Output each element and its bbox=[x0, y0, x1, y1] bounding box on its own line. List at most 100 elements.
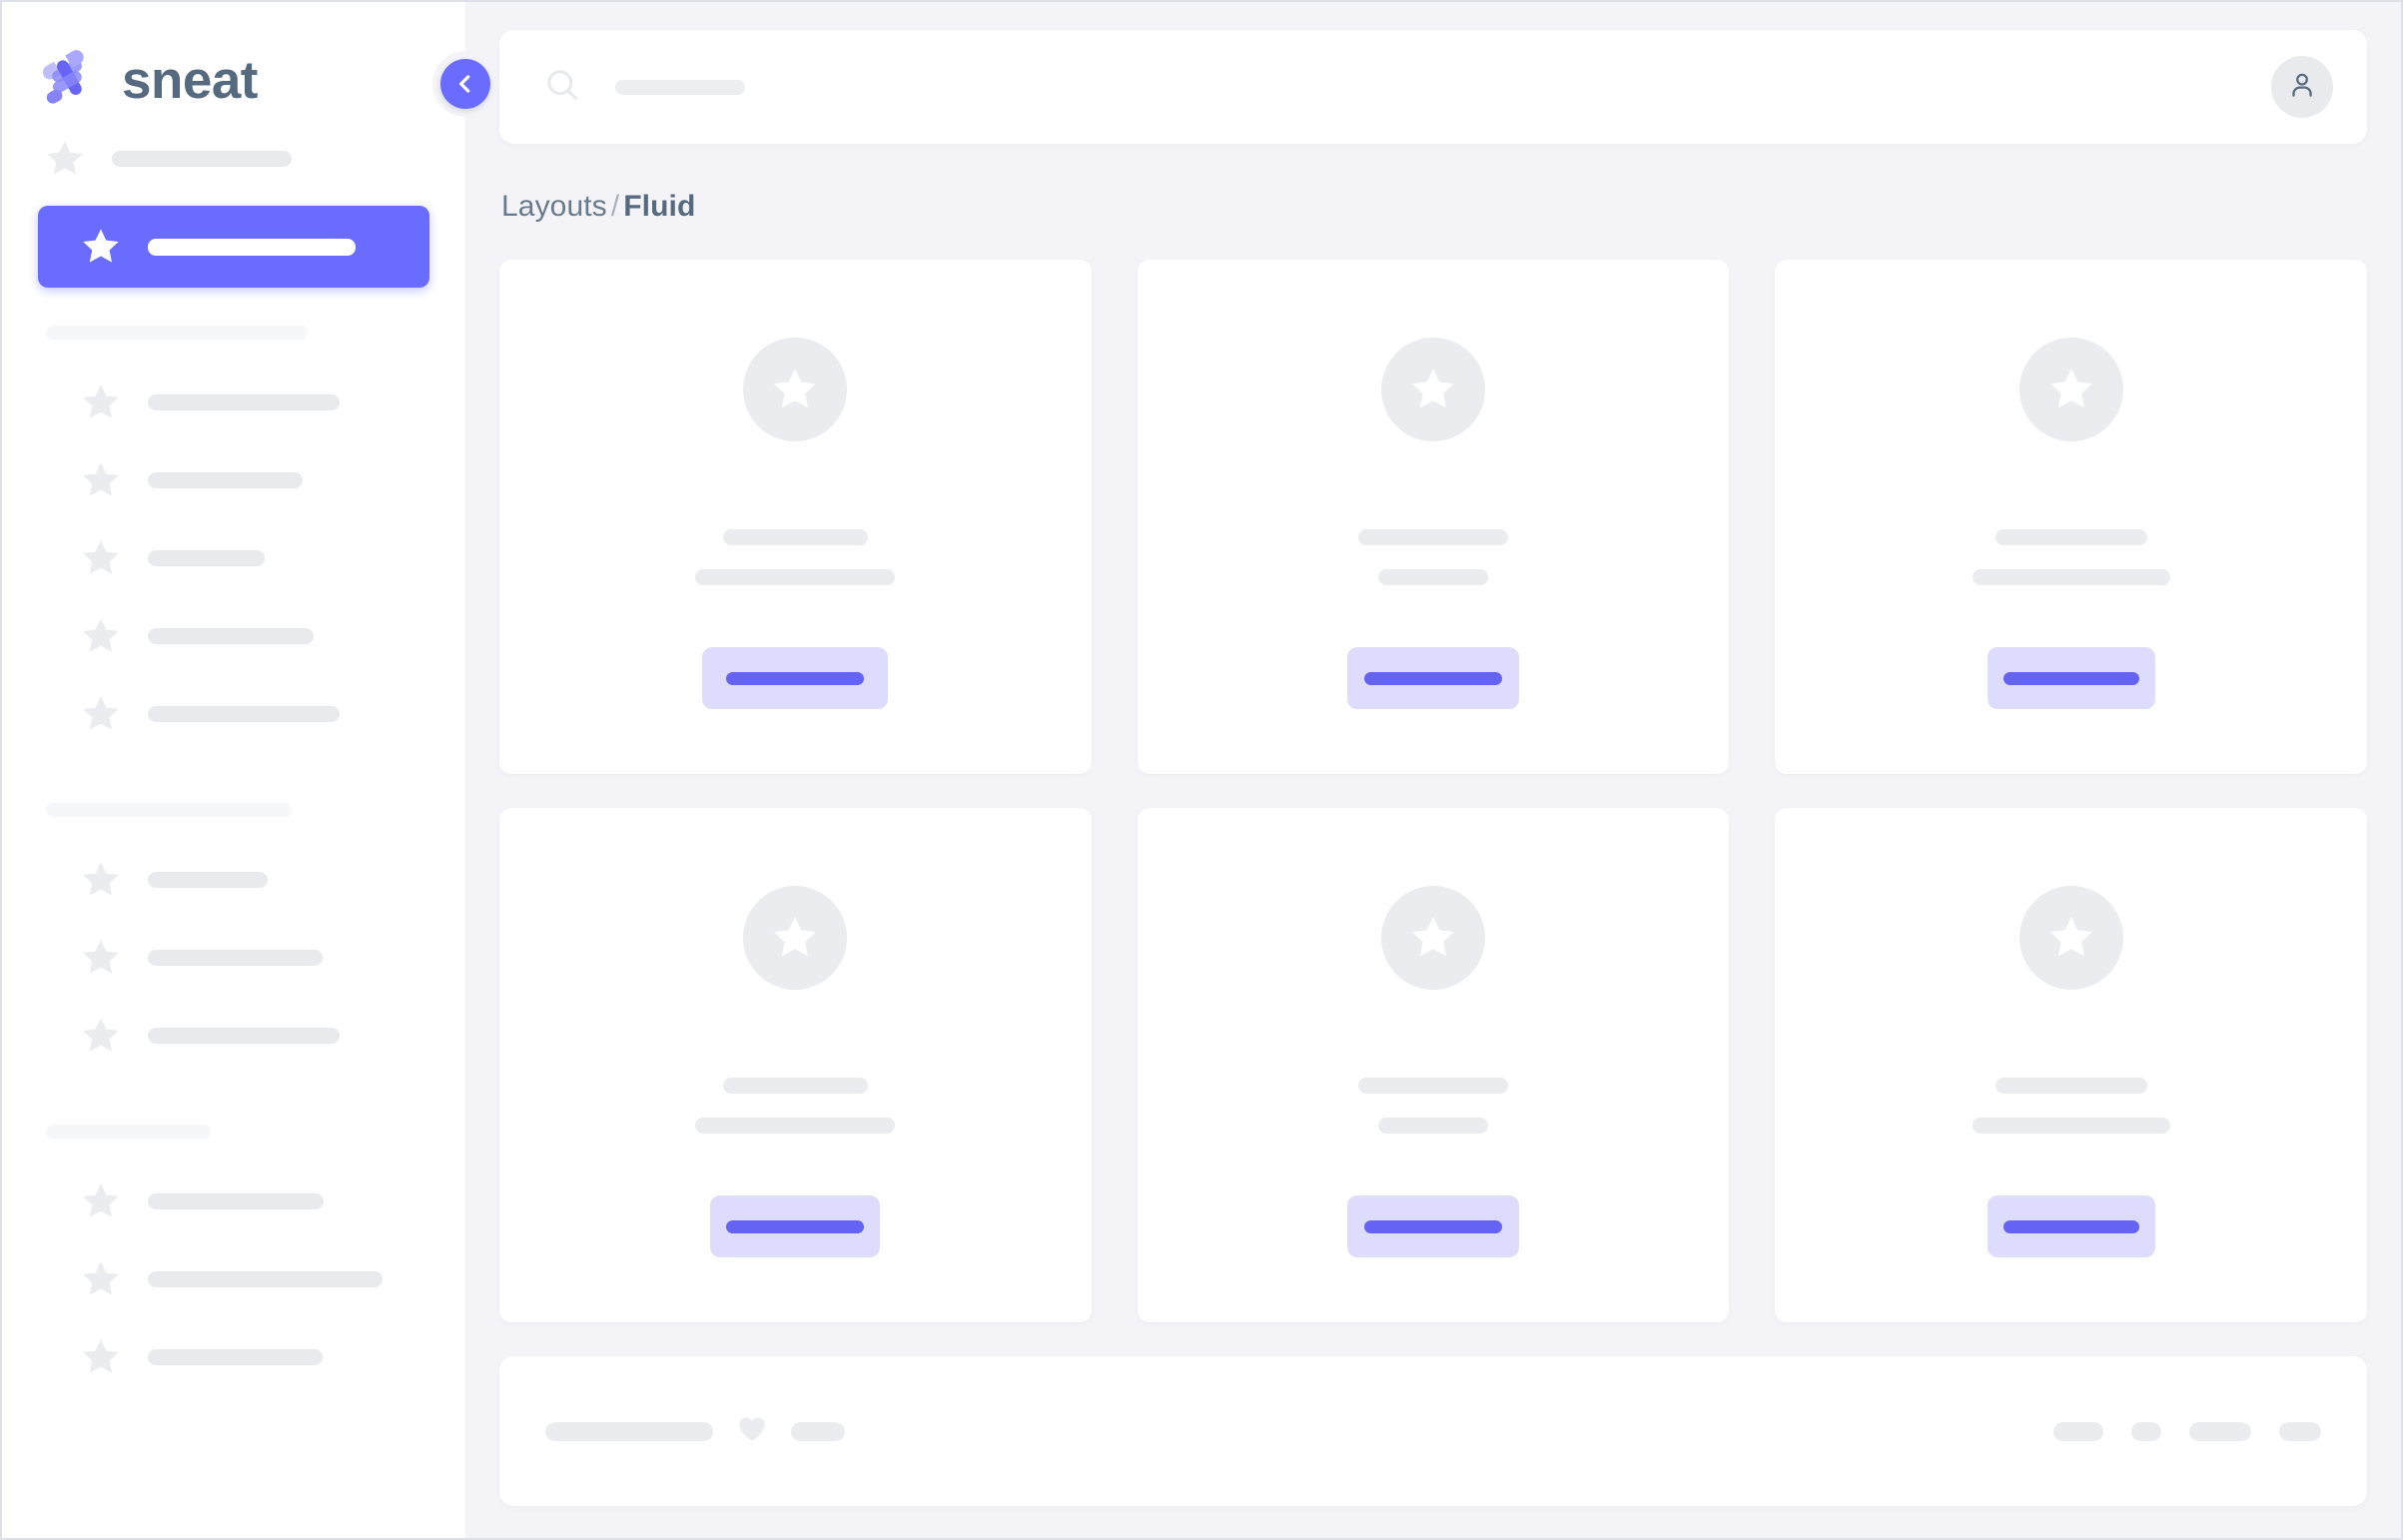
card-action-button[interactable] bbox=[1346, 1195, 1519, 1257]
star-icon bbox=[78, 536, 124, 580]
sidebar-item-label-skeleton bbox=[148, 238, 356, 256]
breadcrumb-current: Fluid bbox=[623, 190, 696, 223]
star-icon bbox=[78, 858, 124, 902]
footer-links-group bbox=[2053, 1421, 2321, 1441]
sidebar-item-label-skeleton bbox=[148, 872, 268, 888]
sidebar-item-9[interactable] bbox=[38, 997, 429, 1075]
sidebar-item-7[interactable] bbox=[38, 841, 429, 919]
user-icon bbox=[2286, 69, 2318, 106]
footer-link-skeleton-0[interactable] bbox=[2053, 1421, 2103, 1441]
card-5[interactable] bbox=[1775, 808, 2367, 1322]
sidebar-item-label-skeleton bbox=[148, 628, 314, 644]
sidebar-item-8[interactable] bbox=[38, 919, 429, 997]
top-navbar bbox=[499, 30, 2367, 144]
card-action-button[interactable] bbox=[702, 647, 889, 709]
card-avatar-placeholder bbox=[1380, 338, 1485, 441]
sidebar-item-label-skeleton bbox=[148, 1349, 323, 1365]
card-3[interactable] bbox=[499, 808, 1092, 1322]
card-1[interactable] bbox=[1137, 260, 1730, 774]
footer-left-group bbox=[545, 1415, 845, 1448]
card-action-button[interactable] bbox=[1987, 647, 2155, 709]
card-subtitle-skeleton bbox=[1377, 1118, 1488, 1134]
sidebar-item-5[interactable] bbox=[38, 597, 429, 675]
sidebar-item-label-skeleton bbox=[148, 706, 340, 722]
footer-link-skeleton-2[interactable] bbox=[2189, 1421, 2251, 1441]
star-icon bbox=[78, 614, 124, 658]
card-subtitle-skeleton bbox=[695, 1118, 896, 1134]
footer-copyright-skeleton bbox=[545, 1421, 713, 1441]
card-subtitle-skeleton bbox=[1972, 569, 2170, 585]
sidebar-item-label-skeleton bbox=[148, 950, 323, 966]
sidebar-item-label-skeleton bbox=[148, 550, 265, 566]
sidebar-item-label-skeleton bbox=[148, 472, 303, 488]
sidebar-item-1-active[interactable] bbox=[38, 206, 429, 288]
card-title-skeleton bbox=[1357, 529, 1508, 545]
card-button-label-skeleton bbox=[726, 671, 865, 685]
footer-link-skeleton-1[interactable] bbox=[2131, 1421, 2161, 1441]
star-icon bbox=[78, 936, 124, 980]
star-icon bbox=[78, 1179, 124, 1223]
sidebar-section-divider-3 bbox=[46, 1125, 211, 1139]
card-button-label-skeleton bbox=[1363, 1219, 1502, 1233]
card-avatar-placeholder bbox=[743, 886, 848, 990]
sidebar: sneat bbox=[2, 2, 498, 1538]
card-button-label-skeleton bbox=[2002, 1219, 2139, 1233]
breadcrumb-parent[interactable]: Layouts bbox=[501, 190, 607, 223]
star-icon bbox=[78, 1014, 124, 1058]
chevron-left-icon bbox=[452, 71, 478, 97]
sidebar-item-label-skeleton bbox=[148, 394, 340, 410]
sidebar-item-10[interactable] bbox=[38, 1162, 429, 1240]
card-title-skeleton bbox=[1995, 529, 2147, 545]
search-input-skeleton[interactable] bbox=[615, 79, 745, 95]
sidebar-item-2[interactable] bbox=[38, 364, 429, 441]
star-icon bbox=[78, 1257, 124, 1301]
card-avatar-placeholder bbox=[2018, 338, 2123, 441]
card-button-label-skeleton bbox=[726, 1219, 865, 1233]
sidebar-item-4[interactable] bbox=[38, 519, 429, 597]
card-subtitle-skeleton bbox=[1377, 569, 1488, 585]
search-container[interactable] bbox=[543, 66, 2271, 109]
card-title-skeleton bbox=[722, 1078, 868, 1094]
card-title-skeleton bbox=[722, 529, 868, 545]
sidebar-collapse-button[interactable] bbox=[440, 59, 490, 109]
sidebar-item-3[interactable] bbox=[38, 441, 429, 519]
card-button-label-skeleton bbox=[1363, 671, 1502, 685]
card-4[interactable] bbox=[1137, 808, 1730, 1322]
sidebar-item-11[interactable] bbox=[38, 1240, 429, 1318]
star-icon bbox=[78, 692, 124, 736]
sidebar-item-label-skeleton bbox=[148, 1193, 324, 1209]
brand-name: sneat bbox=[122, 50, 258, 110]
card-subtitle-skeleton bbox=[695, 569, 896, 585]
card-avatar-placeholder bbox=[2018, 886, 2123, 990]
card-avatar-placeholder bbox=[1380, 886, 1485, 990]
brand-logo[interactable]: sneat bbox=[2, 2, 465, 120]
sidebar-item-label-skeleton bbox=[112, 151, 292, 167]
sidebar-item-0[interactable] bbox=[2, 120, 465, 198]
heart-icon bbox=[737, 1415, 767, 1448]
sidebar-collapse-wrapper bbox=[432, 51, 498, 117]
star-icon bbox=[78, 458, 124, 502]
card-action-button[interactable] bbox=[1987, 1195, 2155, 1257]
avatar[interactable] bbox=[2271, 56, 2333, 118]
card-subtitle-skeleton bbox=[1972, 1118, 2170, 1134]
card-title-skeleton bbox=[1357, 1078, 1508, 1094]
search-icon[interactable] bbox=[543, 66, 581, 109]
sidebar-item-label-skeleton bbox=[148, 1271, 383, 1287]
card-button-label-skeleton bbox=[2002, 671, 2139, 685]
content-area: Layouts / Fluid bbox=[465, 2, 2401, 1538]
star-icon bbox=[42, 137, 88, 181]
card-action-button[interactable] bbox=[710, 1195, 881, 1257]
star-icon bbox=[78, 381, 124, 424]
card-avatar-placeholder bbox=[743, 338, 848, 441]
footer-link-skeleton-3[interactable] bbox=[2279, 1421, 2321, 1441]
sneat-s-logo-icon bbox=[42, 49, 100, 111]
card-title-skeleton bbox=[1995, 1078, 2147, 1094]
sidebar-item-6[interactable] bbox=[38, 675, 429, 753]
card-action-button[interactable] bbox=[1346, 647, 1519, 709]
card-2[interactable] bbox=[1775, 260, 2367, 774]
sidebar-item-12[interactable] bbox=[38, 1318, 429, 1396]
sidebar-section-divider-1 bbox=[46, 326, 308, 340]
card-0[interactable] bbox=[499, 260, 1092, 774]
star-icon bbox=[78, 1335, 124, 1379]
